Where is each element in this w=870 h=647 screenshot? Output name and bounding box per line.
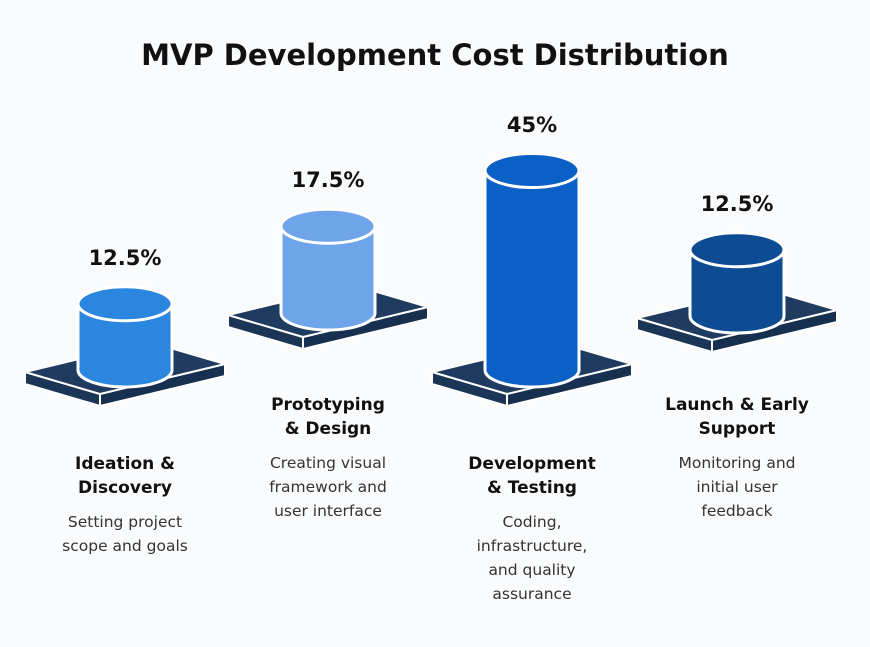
category-description: Monitoring and initial user feedback (678, 454, 796, 520)
cylinder-top (688, 231, 786, 269)
category-description: Creating visual framework and user inter… (269, 454, 387, 520)
value-label: 17.5% (291, 168, 365, 193)
category-description: Coding, infrastructure, and quality assu… (476, 513, 588, 603)
cylinder-top (76, 285, 174, 323)
chart-title: MVP Development Cost Distribution (141, 38, 729, 72)
category-label: Prototyping & Design (271, 395, 385, 439)
category-description: Setting project scope and goals (62, 513, 188, 555)
value-label: 12.5% (88, 245, 162, 270)
category-label: Development & Testing (468, 454, 596, 498)
value-label: 45% (506, 112, 558, 137)
bar (485, 170, 579, 370)
cylinder-top (483, 152, 581, 189)
category-label: Ideation & Discovery (75, 454, 175, 498)
cylinder-top (279, 207, 377, 245)
category-label: Launch & Early Support (665, 395, 809, 439)
value-label: 12.5% (700, 191, 774, 216)
